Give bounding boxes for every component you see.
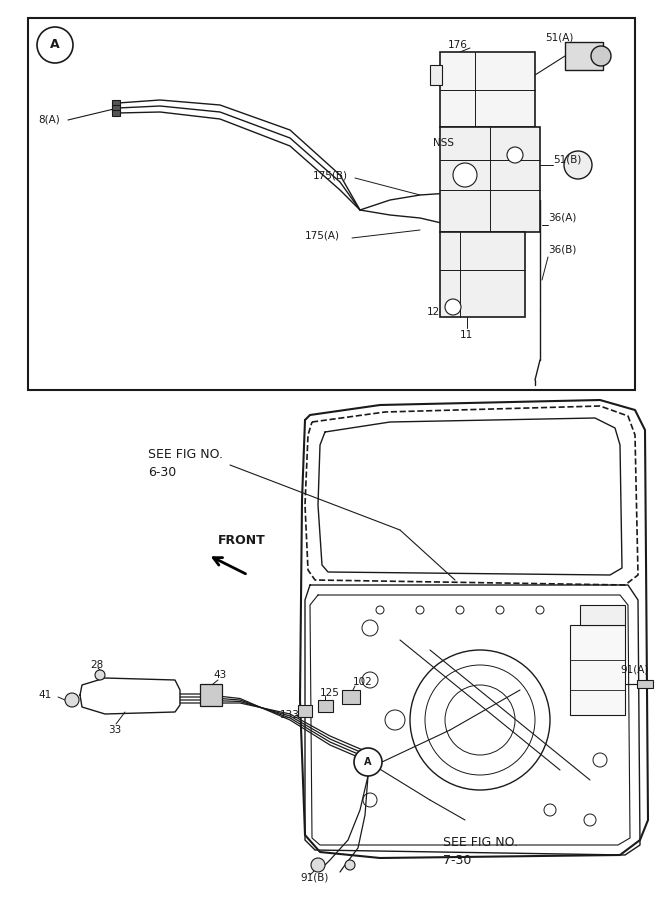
- Circle shape: [345, 860, 355, 870]
- Bar: [440, 127, 540, 232]
- Text: 43: 43: [213, 670, 226, 680]
- Text: 125: 125: [320, 688, 340, 698]
- Text: 175(A): 175(A): [305, 230, 340, 240]
- Bar: [565, 42, 603, 70]
- Text: 36(B): 36(B): [548, 245, 576, 255]
- Text: SEE FIG NO.: SEE FIG NO.: [148, 448, 223, 462]
- Text: 51(B): 51(B): [553, 155, 582, 165]
- Text: 33: 33: [108, 725, 121, 735]
- Text: 91(A): 91(A): [620, 665, 648, 675]
- Circle shape: [362, 672, 378, 688]
- Circle shape: [445, 299, 461, 315]
- Bar: [440, 52, 535, 127]
- Bar: [318, 700, 333, 712]
- Text: 133: 133: [280, 710, 300, 720]
- Circle shape: [311, 858, 325, 872]
- Text: 12: 12: [427, 307, 440, 317]
- Text: FRONT: FRONT: [218, 534, 265, 546]
- Text: 11: 11: [460, 330, 474, 340]
- Text: 102: 102: [353, 677, 373, 687]
- Text: 41: 41: [38, 690, 51, 700]
- Text: 175(B): 175(B): [313, 170, 348, 180]
- Circle shape: [65, 693, 79, 707]
- Text: 176: 176: [448, 40, 468, 50]
- Circle shape: [362, 620, 378, 636]
- Circle shape: [544, 804, 556, 816]
- Bar: [430, 65, 442, 85]
- Bar: [580, 605, 625, 625]
- Circle shape: [496, 606, 504, 614]
- Circle shape: [445, 685, 515, 755]
- Text: 28: 28: [90, 660, 103, 670]
- Bar: [570, 625, 625, 715]
- Bar: [342, 690, 360, 704]
- Circle shape: [376, 606, 384, 614]
- Circle shape: [456, 606, 464, 614]
- Text: 7-30: 7-30: [443, 853, 472, 867]
- Circle shape: [584, 814, 596, 826]
- Bar: [28, 18, 635, 390]
- Circle shape: [536, 606, 544, 614]
- Bar: [298, 705, 312, 717]
- Text: 36(A): 36(A): [548, 213, 576, 223]
- Bar: [112, 110, 120, 116]
- Circle shape: [507, 147, 523, 163]
- Circle shape: [95, 670, 105, 680]
- Text: 6-30: 6-30: [148, 465, 176, 479]
- Circle shape: [591, 46, 611, 66]
- Circle shape: [593, 753, 607, 767]
- Circle shape: [453, 163, 477, 187]
- Bar: [112, 100, 120, 106]
- Circle shape: [564, 151, 592, 179]
- Text: 91(B): 91(B): [300, 873, 328, 883]
- Bar: [200, 684, 222, 706]
- Text: A: A: [364, 757, 372, 767]
- Text: NSS: NSS: [433, 138, 454, 148]
- Bar: [637, 680, 653, 688]
- Circle shape: [416, 606, 424, 614]
- Circle shape: [37, 27, 73, 63]
- Bar: [440, 232, 525, 317]
- Text: SEE FIG NO.: SEE FIG NO.: [443, 836, 518, 850]
- Circle shape: [593, 621, 607, 635]
- Circle shape: [410, 650, 550, 790]
- Text: 8(A): 8(A): [38, 115, 60, 125]
- Circle shape: [385, 710, 405, 730]
- Text: 51(A): 51(A): [545, 33, 574, 43]
- Circle shape: [425, 665, 535, 775]
- Text: A: A: [50, 39, 60, 51]
- Circle shape: [354, 748, 382, 776]
- Bar: [112, 105, 120, 111]
- Circle shape: [363, 793, 377, 807]
